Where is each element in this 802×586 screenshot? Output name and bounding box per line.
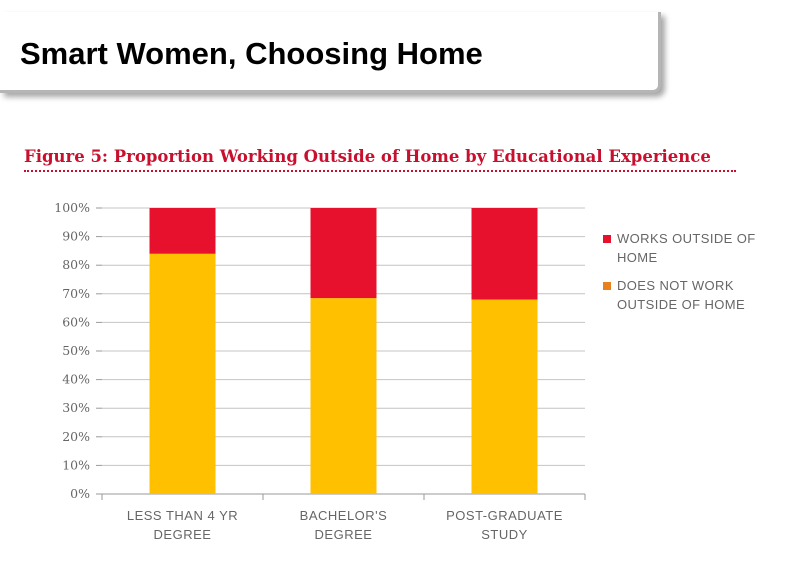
bar-segment-does-not-work	[310, 298, 377, 494]
bar-segment-does-not-work	[471, 299, 538, 494]
bar-segment-works-outside	[471, 208, 538, 300]
legend-swatch	[603, 235, 611, 243]
slide-title-box: Smart Women, Choosing Home	[0, 12, 661, 93]
bar-segment-does-not-work	[149, 253, 216, 494]
x-category-label: STUDY	[481, 527, 528, 542]
y-tick-label: 70%	[62, 286, 90, 301]
legend-swatch	[603, 282, 611, 290]
x-category-label: LESS THAN 4 YR	[127, 508, 238, 523]
bar-segment-works-outside	[149, 208, 216, 254]
x-category-label: BACHELOR'S	[300, 508, 388, 523]
legend-label: DOES NOT WORK	[617, 278, 734, 293]
x-category-label: POST-GRADUATE	[446, 508, 563, 523]
y-tick-label: 20%	[62, 429, 90, 444]
y-tick-label: 30%	[62, 400, 90, 415]
y-tick-label: 10%	[62, 457, 90, 472]
y-tick-label: 40%	[62, 372, 90, 387]
legend-label: OUTSIDE OF HOME	[617, 297, 745, 312]
x-category-label: DEGREE	[315, 527, 373, 542]
slide-title: Smart Women, Choosing Home	[20, 36, 483, 71]
bar-segment-works-outside	[310, 208, 377, 299]
y-tick-label: 60%	[62, 314, 90, 329]
chart-title-rule	[24, 170, 736, 172]
y-tick-label: 100%	[54, 200, 90, 215]
legend-label: HOME	[617, 250, 658, 265]
y-tick-label: 0%	[70, 486, 90, 501]
y-tick-label: 80%	[62, 257, 90, 272]
y-tick-label: 90%	[62, 229, 90, 244]
y-tick-label: 50%	[62, 343, 90, 358]
legend-label: WORKS OUTSIDE OF	[617, 231, 756, 246]
x-category-label: DEGREE	[154, 527, 212, 542]
chart-title: Figure 5: Proportion Working Outside of …	[24, 147, 711, 166]
